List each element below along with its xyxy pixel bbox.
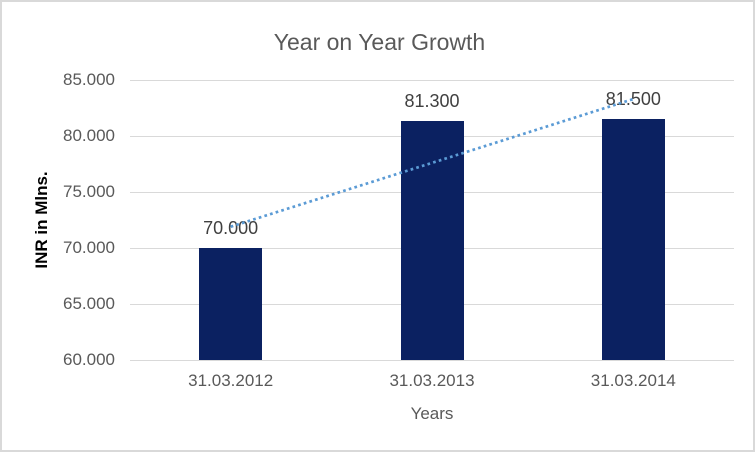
gridline	[130, 360, 734, 361]
category-label: 31.03.2012	[188, 371, 274, 390]
chart-title: Year on Year Growth	[273, 29, 486, 55]
y-tick-label: 80.000	[63, 126, 115, 145]
category-label: 31.03.2013	[389, 371, 475, 390]
y-tick-label: 85.000	[63, 70, 115, 89]
y-tick-label: 75.000	[63, 182, 115, 201]
bar-31.03.2012	[199, 248, 263, 360]
bar-31.03.2013	[400, 121, 464, 360]
y-tick-label: 65.000	[63, 294, 115, 313]
y-tick-label: 60.000	[63, 350, 115, 369]
data-label: 81.500	[605, 89, 661, 110]
data-label: 81.300	[404, 91, 460, 112]
x-axis-title: Years	[410, 404, 454, 423]
bar-31.03.2014	[601, 119, 665, 360]
data-label: 70.000	[203, 218, 259, 238]
y-tick-label: 70.000	[63, 238, 115, 257]
category-label: 31.03.2014	[590, 371, 676, 390]
gridline	[130, 80, 734, 81]
